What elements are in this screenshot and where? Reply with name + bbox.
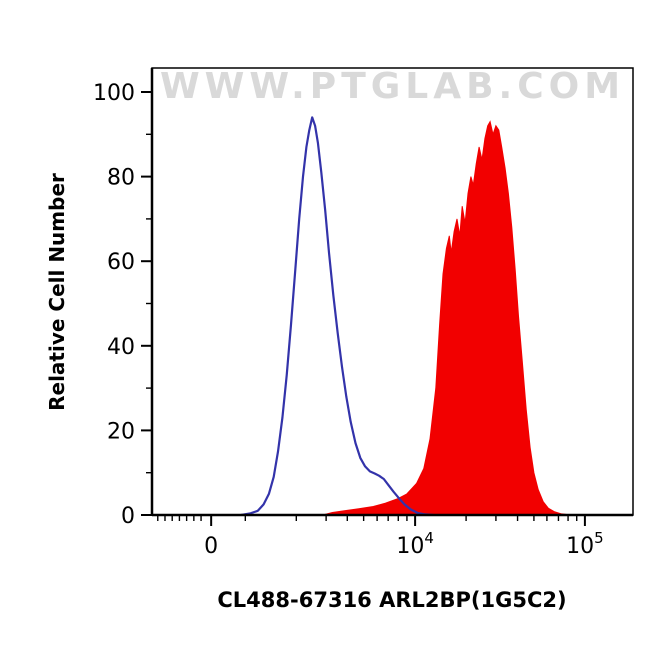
y-tick-label: 20 (107, 419, 135, 444)
plot-border (151, 67, 634, 516)
sample-histogram (322, 120, 571, 515)
y-tick-label: 100 (93, 81, 135, 106)
x-tick-label: 0 (204, 534, 218, 559)
x-axis-title: CL488-67316 ARL2BP(1G5C2) (217, 588, 567, 612)
x-tick-label: 105 (566, 529, 604, 559)
y-tick-label: 60 (107, 250, 135, 275)
y-axis-label: Relative Cell Number (45, 173, 69, 411)
x-tick-label: 104 (396, 529, 434, 559)
y-tick-label: 80 (107, 166, 135, 191)
control-histogram (240, 116, 434, 515)
ptglab-watermark: WWW.PTGLAB.COM (159, 66, 626, 107)
y-tick-label: 40 (107, 335, 135, 360)
y-tick-label: 0 (121, 504, 135, 529)
